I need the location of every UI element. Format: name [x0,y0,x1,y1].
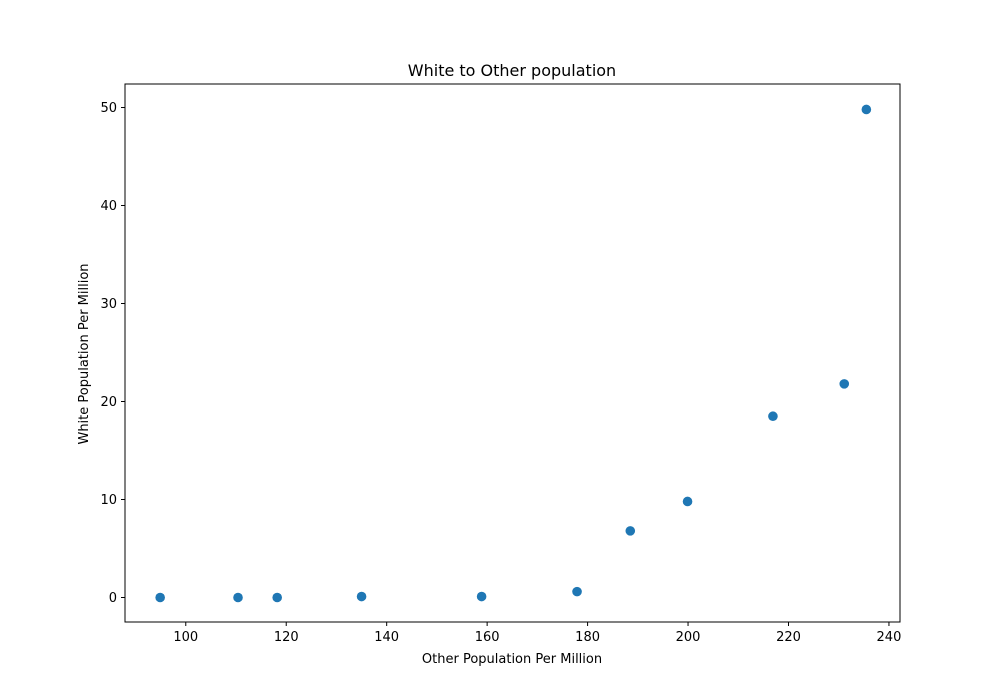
y-tick-label: 30 [100,297,117,312]
scatter-point [839,379,850,389]
x-axis-label: Other Population Per Million [422,652,602,667]
y-tick-label: 20 [100,395,117,410]
y-tick-label: 10 [100,493,117,508]
x-tick-label: 180 [575,630,600,645]
x-tick-label: 240 [877,630,902,645]
y-axis-label: White Population Per Million [77,263,92,444]
y-tick-label: 50 [100,101,117,116]
chart-title: White to Other population [408,61,616,80]
y-tick-label: 0 [109,591,117,606]
scatter-point [682,496,693,507]
scatter-point [476,591,487,602]
scatter-point [155,592,165,603]
data-points [155,104,872,603]
scatter-point [356,591,367,602]
x-tick-label: 120 [274,630,299,645]
plot-frame [124,83,901,623]
scatter-point [272,592,282,603]
scatter-point [625,526,636,536]
y-tick-label: 40 [100,199,117,214]
scatter-point [861,104,872,115]
x-tick-label: 160 [475,630,500,645]
x-tick-label: 220 [776,630,801,645]
scatter-point [768,411,778,422]
x-tick-label: 140 [374,630,399,645]
scatter-point [233,592,243,603]
x-tick-label: 100 [173,630,198,645]
scatter-point [572,586,582,597]
axis-ticks: 100 120 140 160 180 200 220 240 0 10 20 30 40 50 [100,101,901,645]
x-tick-label: 200 [676,630,701,645]
